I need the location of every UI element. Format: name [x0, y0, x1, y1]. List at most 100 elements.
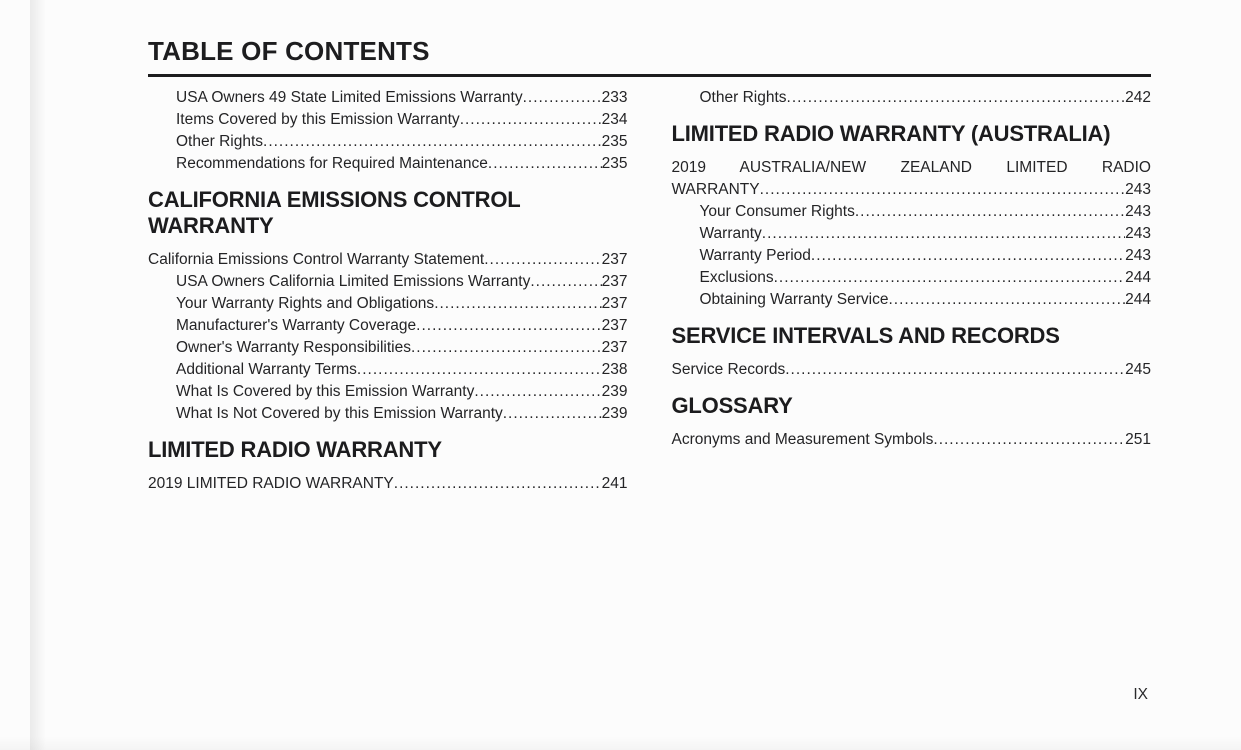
- toc-entry-page: 242: [1125, 89, 1151, 106]
- toc-entry: USA Owners 49 State Limited Emissions Wa…: [148, 87, 628, 109]
- toc-entry-page: 243: [1125, 247, 1151, 264]
- toc-entry: Service Records.........................…: [672, 359, 1152, 381]
- dot-leader: ........................................…: [761, 225, 1125, 242]
- toc-entry-label: Acronyms and Measurement Symbols: [671, 431, 934, 448]
- toc-entry: Other Rights............................…: [148, 131, 628, 153]
- toc-entry-page: 237: [601, 251, 628, 268]
- toc-entry-page: 245: [1125, 361, 1151, 378]
- toc-entry-label: Items Covered by this Emission Warranty: [176, 111, 460, 128]
- toc-entry-page: 235: [601, 133, 628, 150]
- dot-leader: ........................................…: [393, 475, 602, 492]
- toc-entry: Additional Warranty Terms...............…: [148, 359, 628, 381]
- toc-entry-row: Service Records.........................…: [672, 359, 1152, 381]
- toc-entry-row: What Is Not Covered by this Emission War…: [176, 403, 628, 425]
- toc-entry-label: What Is Covered by this Emission Warrant…: [176, 383, 475, 400]
- toc-entry-label-line1: 2019 AUSTRALIA/NEW ZEALAND LIMITED RADIO: [671, 159, 1152, 176]
- toc-entry-label: Manufacturer's Warranty Coverage: [176, 317, 417, 334]
- dot-leader: ........................................…: [522, 89, 602, 106]
- toc-entry-page: 238: [601, 361, 628, 378]
- dot-leader: ........................................…: [530, 273, 601, 290]
- section-heading: CALIFORNIA EMISSIONS CONTROL WARRANTY: [148, 187, 521, 238]
- toc-entry-row: WARRANTY................................…: [672, 179, 1152, 201]
- toc-entry-row: Other Rights............................…: [700, 87, 1152, 109]
- section-heading: SERVICE INTERVALS AND RECORDS: [671, 323, 1060, 348]
- toc-entry-label: Owner's Warranty Responsibilities: [176, 339, 411, 356]
- page-number: IX: [1133, 686, 1148, 703]
- toc-entry-page: 239: [601, 383, 628, 400]
- toc-entry-row: Additional Warranty Terms...............…: [176, 359, 628, 381]
- toc-entry: Your Warranty Rights and Obligations....…: [148, 293, 628, 315]
- dot-leader: ........................................…: [810, 247, 1125, 264]
- toc-entry-page: 235: [601, 155, 628, 172]
- toc-column-left: USA Owners 49 State Limited Emissions Wa…: [148, 87, 628, 495]
- dot-leader: ........................................…: [773, 269, 1126, 286]
- toc-column-right: Other Rights............................…: [672, 87, 1152, 495]
- toc-entry-label: Recommendations for Required Maintenance: [176, 155, 488, 172]
- toc-entry-row: Exclusions..............................…: [700, 267, 1152, 289]
- dot-leader: ........................................…: [502, 405, 602, 422]
- toc-entry: Warranty Period.........................…: [672, 245, 1152, 267]
- dot-leader: ........................................…: [459, 111, 602, 128]
- toc-entry: 2019 AUSTRALIA/NEW ZEALAND LIMITED RADIO…: [672, 157, 1152, 201]
- dot-leader: ........................................…: [356, 361, 602, 378]
- toc-entry-page: 241: [601, 475, 628, 492]
- page-title: TABLE OF CONTENTS: [148, 36, 430, 66]
- toc-entry-label: Service Records: [671, 361, 786, 378]
- dot-leader: ........................................…: [434, 295, 601, 312]
- toc-entry-row: Warranty Period.........................…: [700, 245, 1152, 267]
- toc-entry: Other Rights............................…: [672, 87, 1152, 109]
- section-heading: LIMITED RADIO WARRANTY (AUSTRALIA): [671, 121, 1111, 146]
- toc-entry: 2019 LIMITED RADIO WARRANTY.............…: [148, 473, 628, 495]
- toc-entry-page: 239: [601, 405, 628, 422]
- toc-entry: Obtaining Warranty Service..............…: [672, 289, 1152, 311]
- toc-entry-page: 243: [1125, 181, 1151, 198]
- toc-entry-label: 2019 LIMITED RADIO WARRANTY: [148, 475, 394, 492]
- toc-entry-label: Other Rights: [699, 89, 787, 106]
- toc-entry-row: Obtaining Warranty Service..............…: [700, 289, 1152, 311]
- toc-entry-label: Your Consumer Rights: [699, 203, 855, 220]
- toc-entry-row: Manufacturer's Warranty Coverage........…: [176, 315, 628, 337]
- toc-entry-page: 237: [601, 295, 628, 312]
- toc-entry-page: 243: [1125, 225, 1151, 242]
- toc-entry: Items Covered by this Emission Warranty.…: [148, 109, 628, 131]
- toc-entry-label: Your Warranty Rights and Obligations: [176, 295, 435, 312]
- toc-entry-label: Other Rights: [176, 133, 264, 150]
- toc-entry: Manufacturer's Warranty Coverage........…: [148, 315, 628, 337]
- toc-entry-page: 244: [1125, 291, 1151, 308]
- toc-entry-row: Recommendations for Required Maintenance…: [176, 153, 628, 175]
- section-heading: GLOSSARY: [671, 393, 793, 418]
- toc-entry-page: 243: [1125, 203, 1151, 220]
- toc-entry: Exclusions..............................…: [672, 267, 1152, 289]
- dot-leader: ........................................…: [854, 203, 1126, 220]
- toc-entry: Acronyms and Measurement Symbols........…: [672, 429, 1152, 451]
- toc-entry-page: 237: [601, 273, 628, 290]
- toc-entry-label: What Is Not Covered by this Emission War…: [176, 405, 503, 422]
- toc-entry: USA Owners California Limited Emissions …: [148, 271, 628, 293]
- toc-entry-row: USA Owners 49 State Limited Emissions Wa…: [176, 87, 628, 109]
- toc-entry-label: USA Owners 49 State Limited Emissions Wa…: [176, 89, 523, 106]
- toc-entry-label: Obtaining Warranty Service: [699, 291, 889, 308]
- toc-entry-label: Exclusions: [699, 269, 774, 286]
- toc-entry-row: Acronyms and Measurement Symbols........…: [672, 429, 1152, 451]
- title-divider: [148, 74, 1151, 77]
- toc-entry: Owner's Warranty Responsibilities.......…: [148, 337, 628, 359]
- toc-entry: What Is Not Covered by this Emission War…: [148, 403, 628, 425]
- toc-entry-label: California Emissions Control Warranty St…: [148, 251, 485, 268]
- toc-entry-row: California Emissions Control Warranty St…: [148, 249, 628, 271]
- toc-entry-row: Your Consumer Rights....................…: [700, 201, 1152, 223]
- toc-entry-row: Warranty................................…: [700, 223, 1152, 245]
- toc-entry-row: Other Rights............................…: [176, 131, 628, 153]
- dot-leader: ........................................…: [416, 317, 602, 334]
- toc-entry-row: Your Warranty Rights and Obligations....…: [176, 293, 628, 315]
- toc-entry: Warranty................................…: [672, 223, 1152, 245]
- toc-entry-row: Items Covered by this Emission Warranty.…: [176, 109, 628, 131]
- toc-entry: California Emissions Control Warranty St…: [148, 249, 628, 271]
- toc-entry-label: Additional Warranty Terms: [176, 361, 357, 378]
- toc-entry-page: 234: [601, 111, 628, 128]
- toc-entry-page: 237: [601, 317, 628, 334]
- toc-entry-row: 2019 LIMITED RADIO WARRANTY.............…: [148, 473, 628, 495]
- dot-leader: ........................................…: [888, 291, 1125, 308]
- toc-entry-row: USA Owners California Limited Emissions …: [176, 271, 628, 293]
- dot-leader: ........................................…: [785, 361, 1125, 378]
